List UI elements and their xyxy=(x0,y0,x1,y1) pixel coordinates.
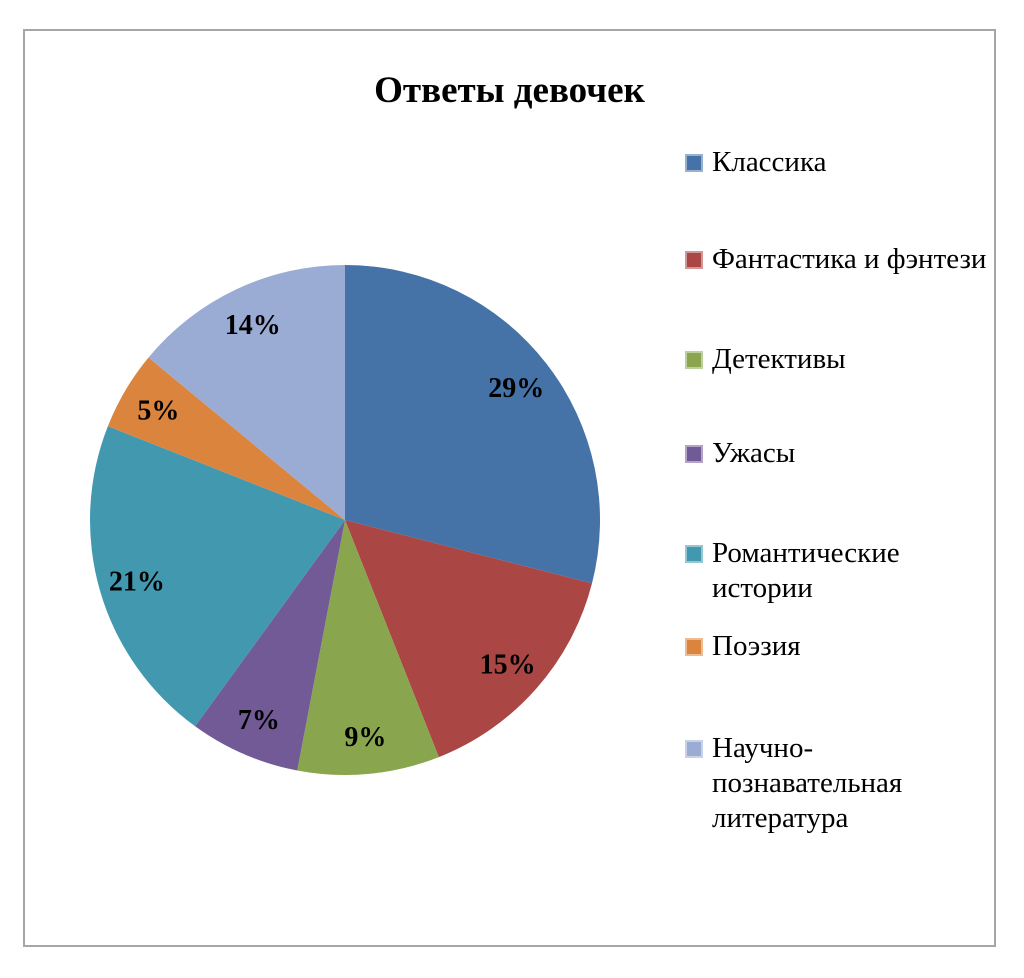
legend-item-3: Ужасы xyxy=(685,436,795,471)
pie-slice-0 xyxy=(345,265,601,584)
legend-item-1: Фантастика и фэнтези xyxy=(685,242,986,277)
legend-item-0: Классика xyxy=(685,145,826,180)
chart-title: Ответы девочек xyxy=(374,70,645,111)
legend-label: Фантастика и фэнтези xyxy=(712,243,987,275)
slice-label: 15% xyxy=(480,649,536,680)
pie-chart: 29% 15% 9% 7% 21% 5% 14% xyxy=(90,265,601,775)
pie-slice-5 xyxy=(107,357,345,520)
legend-swatch xyxy=(685,251,703,269)
legend-swatch xyxy=(685,740,703,758)
legend-label: Романтические истории xyxy=(712,537,900,604)
pie-slice-6 xyxy=(148,265,345,520)
slice-label: 5% xyxy=(137,396,179,427)
legend-swatch xyxy=(685,445,703,463)
legend-swatch xyxy=(685,545,703,563)
legend: Классика Фантастика и фэнтези Детективы Ужа… xyxy=(685,31,990,945)
legend-swatch xyxy=(685,638,703,656)
legend-swatch xyxy=(685,351,703,369)
pie-slice-2 xyxy=(297,520,439,775)
legend-item-4: Романтические истории xyxy=(685,536,957,606)
legend-item-6: Научно-познавательная литература xyxy=(685,731,957,836)
pie-slice-3 xyxy=(195,520,345,771)
chart-frame: Ответы девочек 29% 15% 9% 7% 21% 5% 14% Класси… xyxy=(23,29,996,947)
slice-label: 29% xyxy=(488,373,544,404)
slice-label: 14% xyxy=(225,310,281,341)
legend-label: Научно-познавательная литература xyxy=(712,732,903,834)
slice-label: 9% xyxy=(344,722,386,753)
legend-item-5: Поэзия xyxy=(685,629,801,664)
pie-slice-4 xyxy=(90,426,345,727)
legend-label: Детективы xyxy=(712,343,846,375)
legend-label: Классика xyxy=(712,146,827,178)
slice-label: 7% xyxy=(238,705,280,736)
legend-label: Ужасы xyxy=(712,437,796,469)
legend-label: Поэзия xyxy=(712,630,801,662)
legend-swatch xyxy=(685,154,703,172)
pie-slice-1 xyxy=(345,520,592,758)
slice-label: 21% xyxy=(109,567,165,598)
legend-item-2: Детективы xyxy=(685,342,846,377)
